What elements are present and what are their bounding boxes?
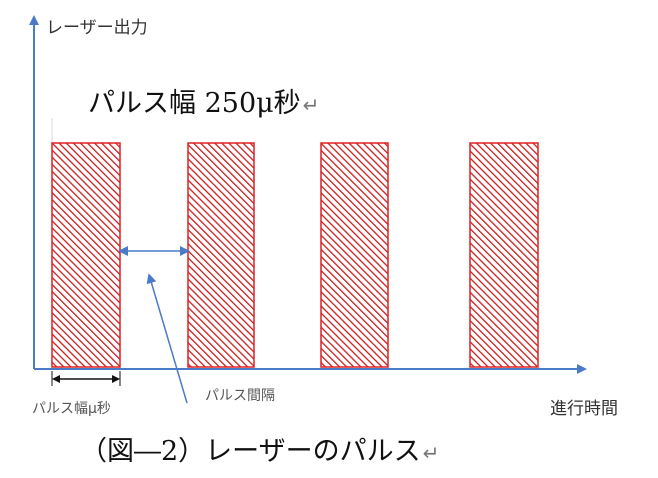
pulse-width-label: パルス幅μ秒 bbox=[32, 401, 111, 417]
interval-annotation-pointer bbox=[146, 273, 188, 404]
figure-caption: （図―2）レーザーのパルス ↵ bbox=[80, 436, 439, 467]
x-axis-label: 進行時間 bbox=[550, 399, 618, 419]
pulse-4 bbox=[469, 142, 539, 368]
pulse-interval-label: パルス間隔 bbox=[205, 388, 275, 404]
heading-return-mark: ↵ bbox=[303, 93, 320, 117]
pulse-3 bbox=[320, 142, 389, 368]
caption-return-mark: ↵ bbox=[423, 441, 440, 465]
pulse-2 bbox=[187, 142, 255, 368]
y-axis-label: レーザー出力 bbox=[46, 18, 148, 38]
pulse-1 bbox=[51, 142, 121, 368]
figure-caption-text: （図―2）レーザーのパルス bbox=[80, 436, 421, 467]
pulse-width-heading-text: パルス幅 250μ秒 bbox=[88, 88, 301, 119]
pulse-group bbox=[51, 142, 539, 368]
pulse-width-heading: パルス幅 250μ秒 ↵ bbox=[88, 88, 319, 119]
